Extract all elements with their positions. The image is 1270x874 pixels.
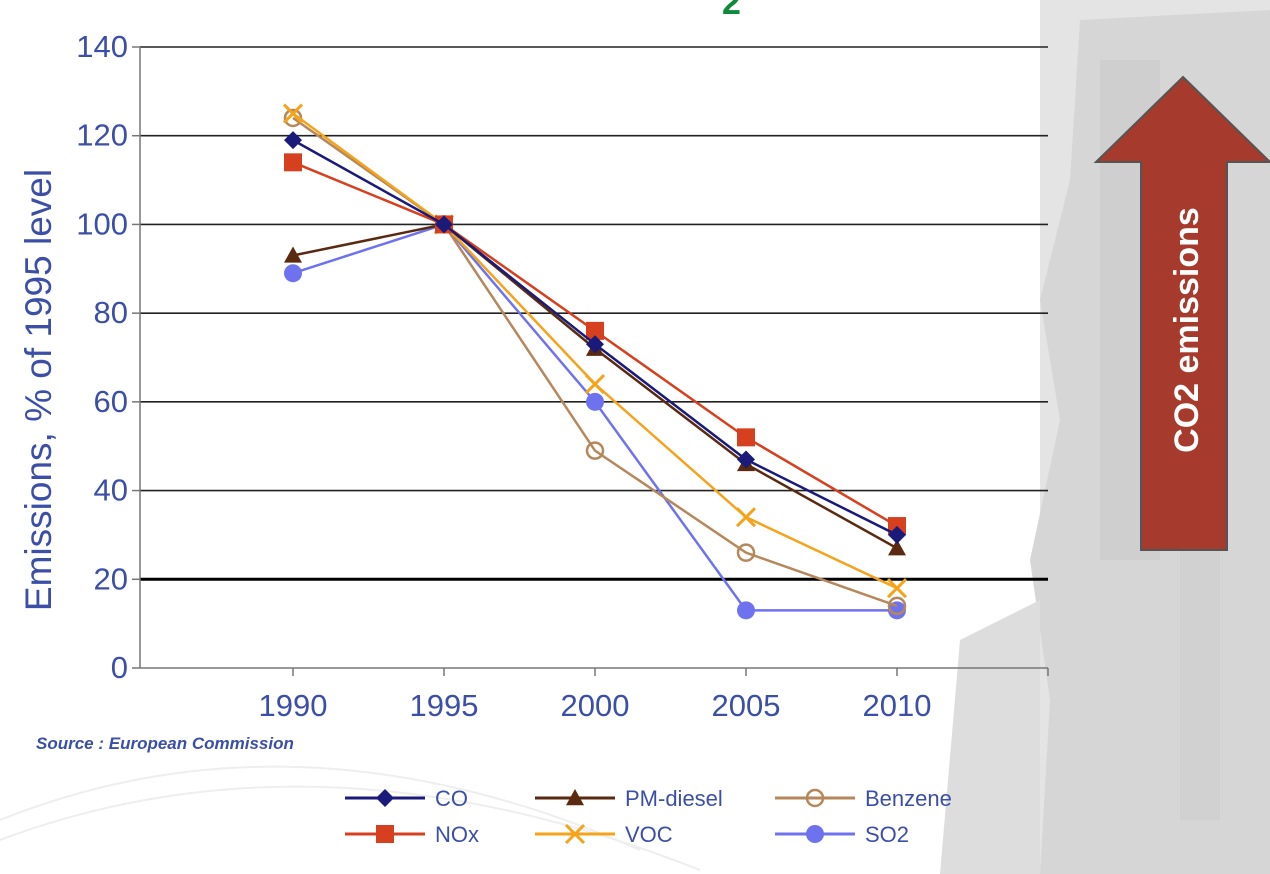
marker-x-stroke xyxy=(735,507,757,528)
marker-circle xyxy=(806,825,824,843)
marker-x xyxy=(564,823,586,845)
y-tick-label: 80 xyxy=(94,295,128,330)
marker-circle xyxy=(737,601,755,620)
marker-circle-open xyxy=(585,441,605,460)
marker-x-stroke xyxy=(584,374,606,395)
marker-circle-open xyxy=(736,543,756,562)
marker-square xyxy=(284,153,302,172)
legend-label: PM-diesel xyxy=(625,786,723,811)
y-tick-label: 120 xyxy=(76,118,128,153)
series-so2 xyxy=(284,215,906,620)
legend-item: SO2 xyxy=(775,822,909,847)
partial-title-subscript: 2 xyxy=(722,0,741,22)
marker-square xyxy=(376,825,394,843)
marker-triangle xyxy=(888,539,906,556)
x-tick-labels: 1990 1995 2000 2005 2010 xyxy=(259,688,932,723)
co2-arrow: CO2 emissions xyxy=(1093,75,1270,551)
series-benzene xyxy=(283,108,907,616)
marker-circle xyxy=(586,392,604,411)
marker-circle-open xyxy=(805,788,825,808)
axes xyxy=(132,46,1049,676)
series-group xyxy=(282,103,908,620)
marker-x-stroke xyxy=(282,103,304,124)
marker-x xyxy=(584,374,606,395)
y-tick-labels: 0 20 40 60 80 100 120 140 xyxy=(76,29,128,685)
legend-item: NOx xyxy=(345,822,479,847)
marker-diamond xyxy=(376,789,394,807)
grid-lines xyxy=(140,46,1048,581)
marker-x-stroke xyxy=(886,578,908,599)
marker-x xyxy=(886,578,908,599)
marker-x xyxy=(282,103,304,124)
marker-circle-open xyxy=(887,596,907,616)
series-line-so2 xyxy=(292,222,897,612)
marker-diamond xyxy=(284,131,302,150)
marker-diamond xyxy=(737,450,755,469)
y-tick-label: 20 xyxy=(94,561,128,596)
legend-item: VOC xyxy=(535,822,673,847)
legend-label: Benzene xyxy=(865,786,952,811)
x-tick-label: 2000 xyxy=(561,688,630,723)
marker-square xyxy=(737,428,755,447)
legend-label: VOC xyxy=(625,822,673,847)
series-line-pm-diesel xyxy=(292,223,898,550)
marker-diamond xyxy=(435,215,453,234)
legend-label: CO xyxy=(435,786,468,811)
legend: CO PM-diesel Benzene NOx VOC SO2 xyxy=(345,786,952,847)
marker-triangle xyxy=(566,789,584,806)
legend-label: NOx xyxy=(435,822,479,847)
series-co xyxy=(284,131,906,544)
legend-label: SO2 xyxy=(865,822,909,847)
marker-diamond xyxy=(888,525,906,544)
y-tick-label: 0 xyxy=(111,650,128,685)
y-tick-label: 60 xyxy=(94,384,128,419)
marker-circle xyxy=(284,264,302,283)
legend-item: Benzene xyxy=(775,786,952,811)
x-tick-label: 2005 xyxy=(712,688,781,723)
marker-x xyxy=(735,507,757,528)
co2-arrow-label: CO2 emissions xyxy=(1168,207,1206,453)
legend-item: CO xyxy=(345,786,468,811)
marker-x-stroke xyxy=(564,823,586,845)
up-arrow-icon xyxy=(1093,75,1270,551)
y-tick-label: 100 xyxy=(76,206,128,241)
y-tick-label: 40 xyxy=(94,473,128,508)
marker-circle xyxy=(888,601,906,620)
y-axis-label: Emissions, % of 1995 level xyxy=(18,169,59,611)
x-tick-label: 1995 xyxy=(410,688,479,723)
y-tick-label: 140 xyxy=(76,29,128,64)
marker-square xyxy=(586,321,604,340)
x-tick-label: 2010 xyxy=(863,688,932,723)
legend-item: PM-diesel xyxy=(535,786,723,811)
marker-triangle xyxy=(284,246,302,263)
source-note: Source : European Commission xyxy=(36,734,294,753)
x-tick-label: 1990 xyxy=(259,688,328,723)
marker-diamond xyxy=(586,335,604,354)
